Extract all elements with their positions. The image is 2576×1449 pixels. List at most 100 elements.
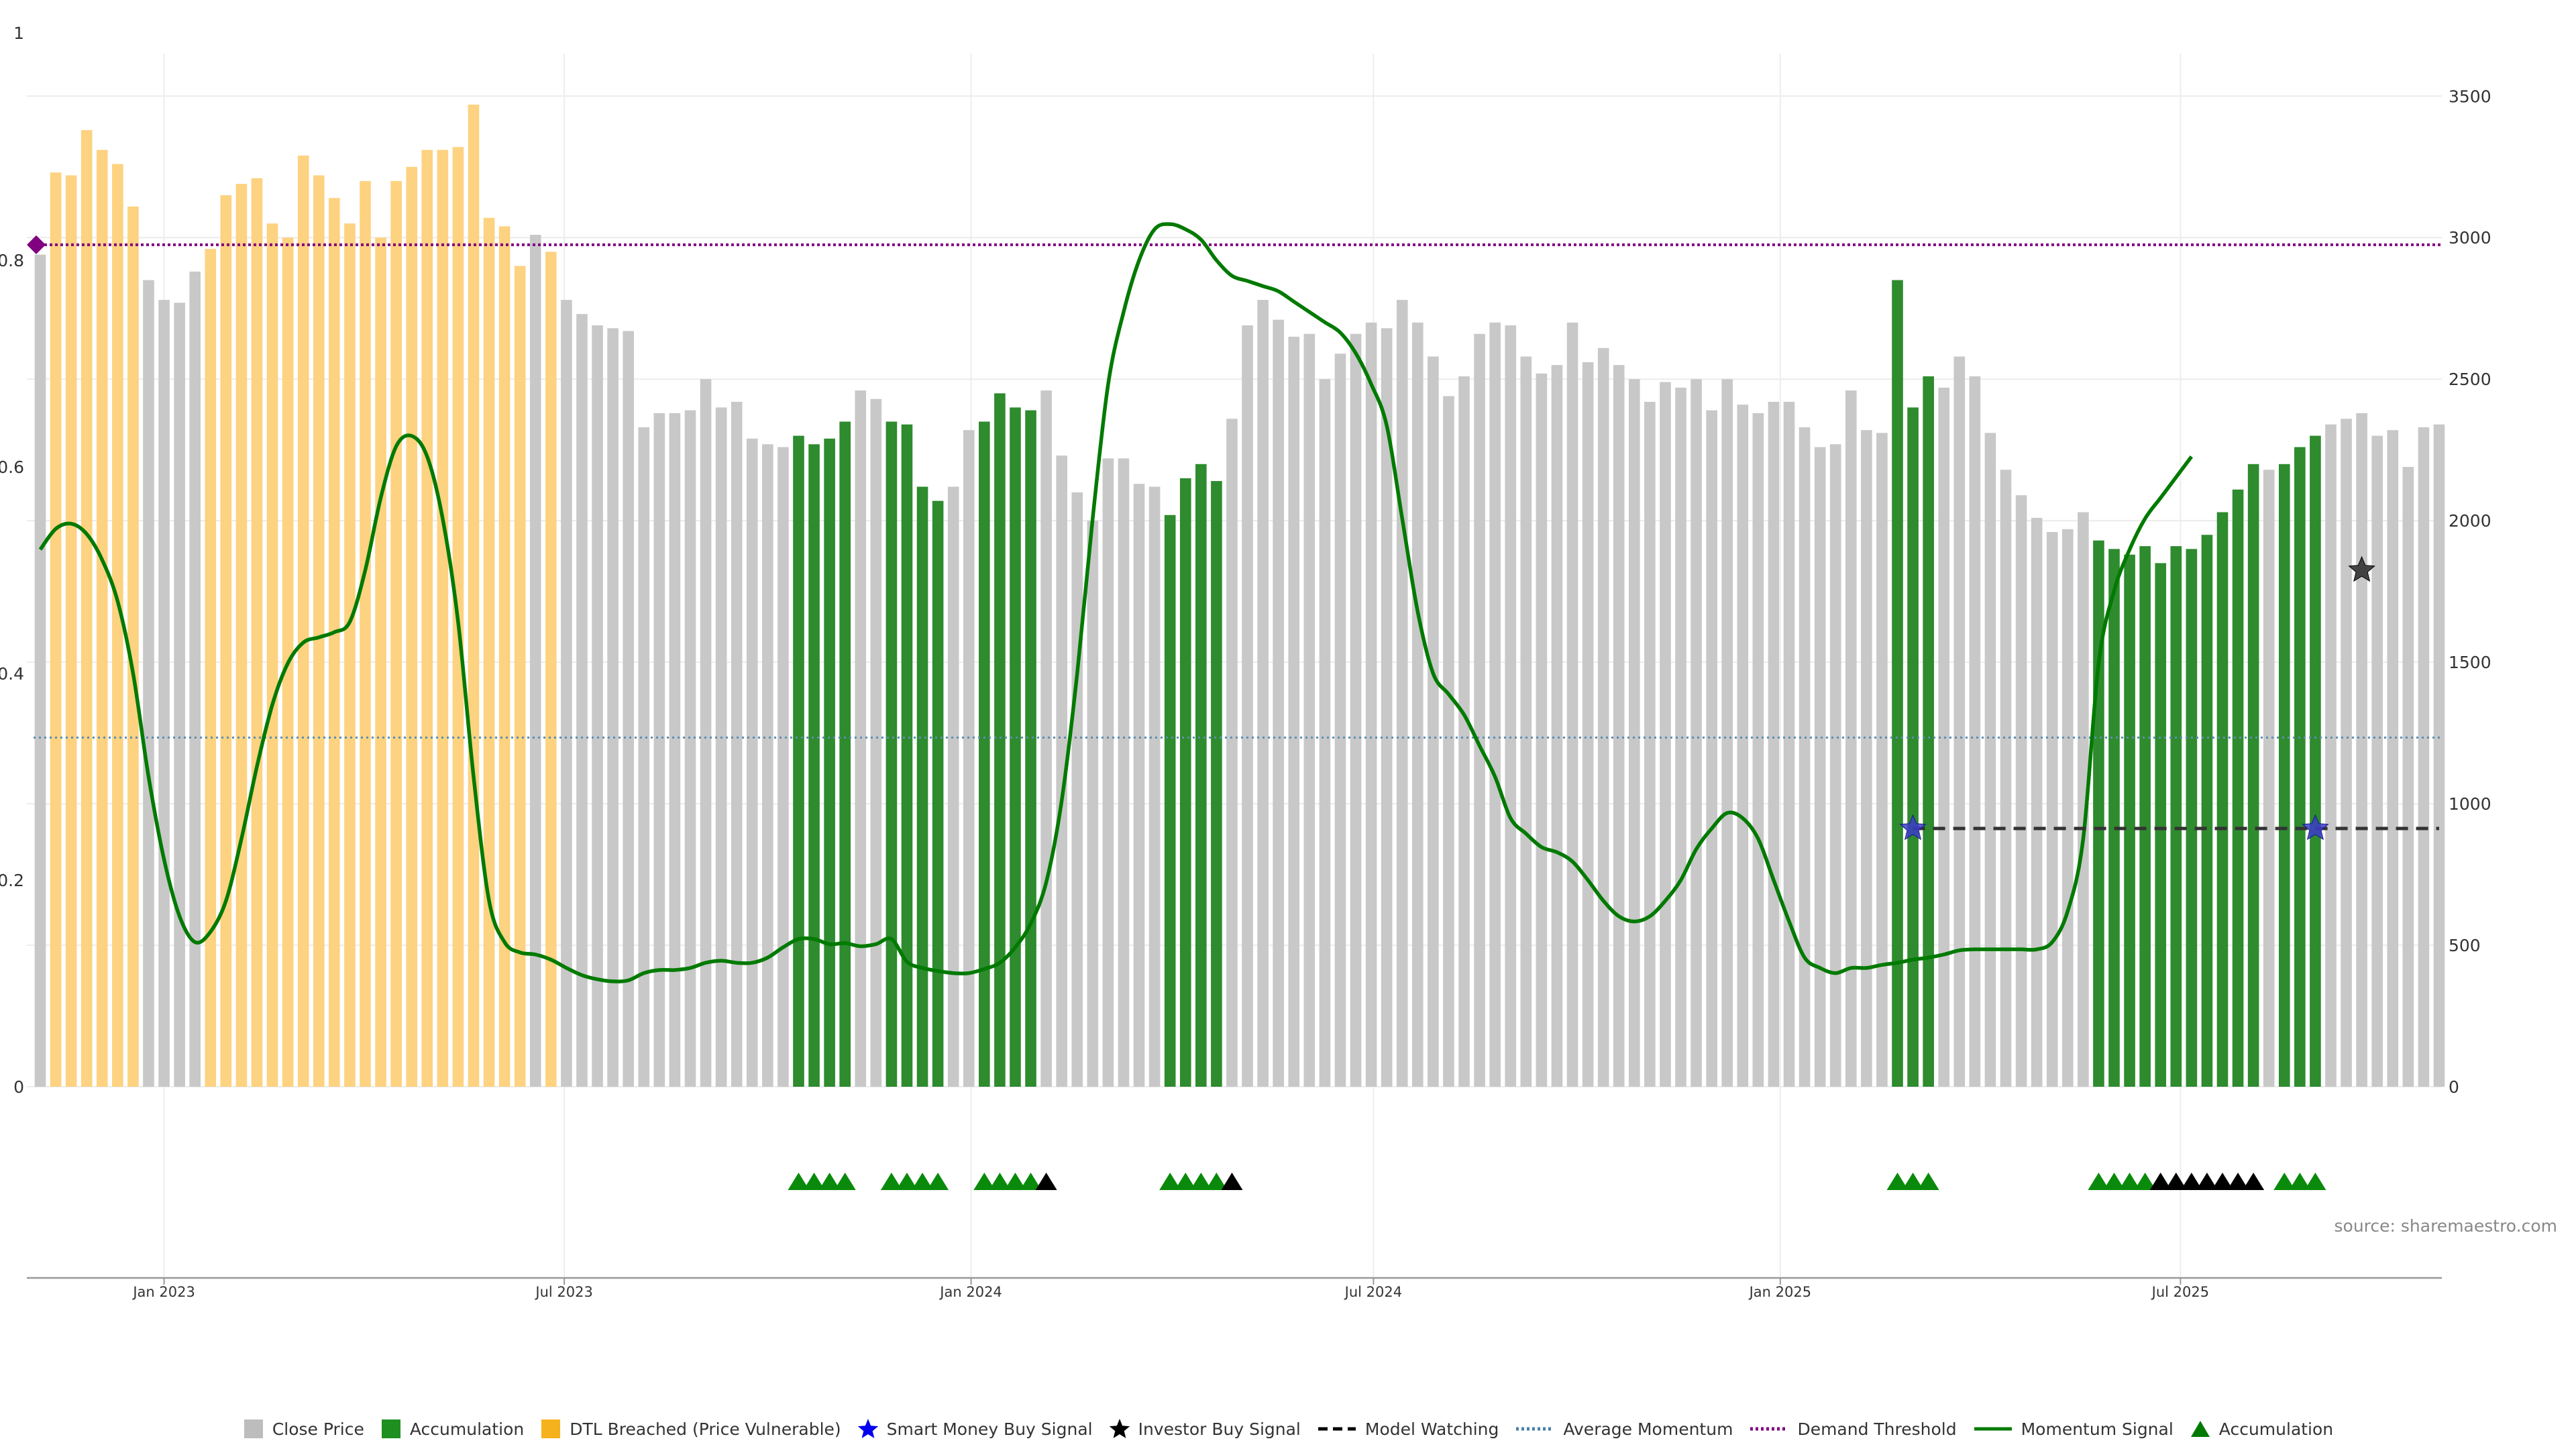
investor-triangle: [2212, 1173, 2234, 1190]
accumulation-bar: [1010, 407, 1021, 1087]
accumulation-bar: [979, 421, 990, 1087]
close-price-bar: [1876, 433, 1888, 1087]
x-tick-label: Jan 2025: [1748, 1284, 1812, 1300]
close-price-bar: [1737, 405, 1749, 1087]
close-price-bar: [870, 398, 882, 1087]
accumulation-bar: [2310, 435, 2321, 1087]
accumulation-triangle: [1004, 1173, 1026, 1190]
legend-label: Average Momentum: [1563, 1419, 1733, 1439]
accumulation-bar: [839, 421, 851, 1087]
accumulation-bar: [2278, 464, 2290, 1087]
dtl-breached-bar: [514, 266, 526, 1087]
close-price-bar: [777, 447, 789, 1087]
legend-label: Accumulation: [2218, 1419, 2334, 1439]
accumulation-triangle: [803, 1173, 825, 1190]
legend: Close Price Accumulation DTL Breached (Pri…: [0, 1412, 2576, 1446]
dtl-breached-bar: [421, 150, 433, 1087]
triangle-icon: [2190, 1421, 2210, 1437]
close-price-bar: [2000, 470, 2012, 1087]
left-tick-label: 0.4: [0, 664, 24, 684]
accumulation-triangle: [2304, 1173, 2326, 1190]
close-price-bar: [1381, 328, 1393, 1087]
accumulation-bar: [2294, 447, 2306, 1087]
accumulation-bar: [2232, 489, 2244, 1087]
dtl-breached-bar: [437, 150, 449, 1087]
legend-item-smart: Smart Money Buy Signal: [857, 1418, 1093, 1440]
close-price-bar: [1861, 430, 1872, 1087]
accumulation-bar: [885, 421, 898, 1087]
close-price-bar: [1814, 447, 1826, 1087]
accumulation-bar: [824, 438, 835, 1087]
dashed-line-icon: [1318, 1427, 1356, 1431]
accumulation-triangle: [927, 1173, 949, 1190]
close-price-bar: [1520, 356, 1532, 1087]
close-price-bar: [1226, 419, 1238, 1087]
dtl-breached-bar: [313, 175, 325, 1087]
right-tick-label: 0: [2449, 1077, 2459, 1097]
legend-item-dtl: DTL Breached (Price Vulnerable): [540, 1418, 841, 1440]
accumulation-triangle: [2088, 1173, 2110, 1190]
close-price-bar: [1953, 356, 1966, 1087]
accumulation-bar: [2108, 549, 2120, 1087]
legend-item-avg: Average Momentum: [1515, 1418, 1733, 1440]
close-price-bar: [1474, 333, 1485, 1087]
dtl-breached-bar: [545, 252, 557, 1087]
close-price-bar: [529, 235, 541, 1087]
investor-triangle: [2180, 1173, 2202, 1190]
accumulation-triangle: [818, 1173, 841, 1190]
close-price-bar: [1536, 373, 1548, 1087]
right-tick-label: 1000: [2449, 794, 2491, 814]
dtl-breached-bar: [360, 180, 371, 1087]
close-price-bar: [1350, 333, 1362, 1087]
dtl-breached-bar: [344, 223, 356, 1087]
close-price-bar: [607, 328, 619, 1087]
accumulation-bar: [793, 435, 804, 1087]
close-price-bar: [1087, 521, 1099, 1087]
accumulation-bar: [1907, 407, 1919, 1087]
close-price-bar: [1783, 401, 1795, 1087]
close-price-bar: [2387, 430, 2399, 1087]
close-price-bar: [1056, 455, 1067, 1087]
investor-triangle: [2149, 1173, 2171, 1190]
left-tick-label: 0: [13, 1077, 24, 1097]
close-price-bar: [1118, 458, 1130, 1087]
close-price-bar: [1706, 410, 1717, 1087]
dotted-line-icon: [1516, 1427, 1554, 1431]
dtl-breached-bar: [65, 175, 77, 1087]
accumulation-triangle: [1175, 1173, 1197, 1190]
close-price-bar: [1458, 376, 1470, 1087]
accumulation-bar: [1195, 464, 1207, 1087]
accumulation-bar: [916, 486, 928, 1087]
dtl-breached-bar: [80, 129, 93, 1087]
accumulation-bar: [2247, 464, 2259, 1087]
investor-triangle: [2243, 1173, 2265, 1190]
legend-item-accum: Accumulation: [380, 1418, 524, 1440]
accumulation-bar: [2201, 535, 2213, 1087]
accumulation-bar: [1025, 410, 1036, 1087]
right-tick-label: 1500: [2449, 653, 2491, 672]
investor-star: [2348, 555, 2375, 582]
accumulation-triangle: [788, 1173, 810, 1190]
close-price-bar: [1938, 387, 1950, 1087]
close-price-bar: [1133, 484, 1145, 1087]
close-price-bar: [2418, 427, 2430, 1087]
dtl-breached-bar: [483, 217, 495, 1087]
accumulation-triangle: [912, 1173, 934, 1190]
accumulation-triangle: [1205, 1173, 1228, 1190]
accumulation-bar: [932, 500, 944, 1087]
close-price-bar: [653, 413, 665, 1087]
close-price-bar: [2263, 470, 2275, 1087]
x-tick-label: Jan 2024: [938, 1284, 1002, 1300]
close-price-bar: [158, 300, 170, 1087]
close-price-bar: [2015, 495, 2027, 1087]
accumulation-bar: [2155, 563, 2167, 1087]
close-price-bar: [623, 331, 635, 1087]
close-price-bar: [1334, 354, 1346, 1087]
momentum-signal-line: [38, 222, 2194, 983]
close-price-bar: [2046, 532, 2058, 1087]
close-price-bar: [592, 325, 603, 1087]
accumulation-triangle: [896, 1173, 918, 1190]
close-price-bar: [2433, 424, 2445, 1087]
close-price-bar: [1319, 379, 1331, 1087]
accumulation-bar: [2186, 549, 2198, 1087]
